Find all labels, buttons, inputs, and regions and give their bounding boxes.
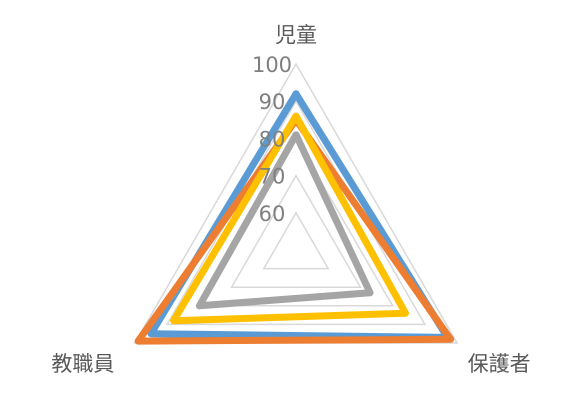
axis-label-2: 保護者: [468, 352, 531, 376]
tick-label-70: 70: [259, 165, 286, 189]
series-line-4: [195, 131, 374, 310]
tick-label-60: 60: [259, 202, 286, 226]
series-line-3: [170, 112, 409, 325]
series-line-1: [147, 90, 451, 341]
tick-label-80: 80: [259, 127, 286, 151]
axis-label-3: 教職員: [51, 352, 114, 376]
tick-label-100: 100: [252, 53, 292, 77]
grid-ring-70: [230, 174, 362, 288]
grid-ring-60: [262, 211, 330, 270]
series-line-2: [134, 116, 455, 345]
axis-label-1: 児童: [275, 23, 317, 47]
radar-series-group: [134, 90, 455, 345]
radar-tick-labels: 60 70 80 90 100: [252, 53, 292, 226]
tick-label-90: 90: [259, 90, 286, 114]
